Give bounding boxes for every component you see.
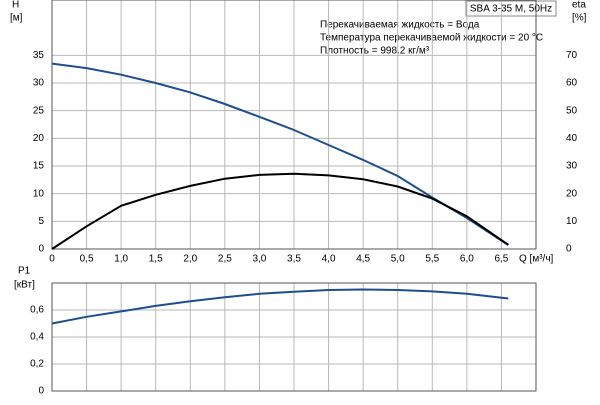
y2-tick-label: 10 (566, 216, 578, 227)
y2-tick-label: 50 (566, 105, 578, 116)
x-tick-label: 2,5 (218, 254, 232, 265)
y2-tick-label: 20 (566, 188, 578, 199)
y-unit: [м] (10, 13, 23, 24)
y-tick-label: 25 (33, 105, 45, 116)
y-label: H (12, 0, 19, 11)
x-tick-label: 0,5 (80, 254, 94, 265)
x-tick-label: 6,5 (494, 254, 508, 265)
y-label: P1 (18, 266, 31, 277)
y2-tick-label: 0 (566, 244, 572, 255)
y2-tick-label: 30 (566, 161, 578, 172)
y-tick-label: 0,6 (30, 305, 44, 316)
y-tick-label: 10 (33, 188, 45, 199)
y-tick-label: 35 (33, 50, 45, 61)
chart-title: SBA 3-35 M, 50Hz (470, 4, 552, 15)
annotation: Перекачиваемая жидкость = Вода (320, 20, 480, 31)
annotation: Плотность = 998.2 кг/м³ (320, 46, 430, 57)
x-tick-label: 1,0 (114, 254, 128, 265)
y-tick-label: 0 (38, 386, 44, 397)
y-tick-label: 0 (38, 244, 44, 255)
x-tick-label: 5,5 (425, 254, 439, 265)
y-unit: [кВт] (14, 280, 35, 291)
curve (51, 172, 509, 250)
plot-frame (51, 282, 537, 392)
y-tick-label: 30 (33, 78, 45, 89)
y-tick-label: 15 (33, 161, 45, 172)
x-tick-label: 2,0 (183, 254, 197, 265)
title-box (465, 0, 557, 17)
x-tick-label: 3,0 (252, 254, 266, 265)
y-tick-label: 5 (38, 216, 44, 227)
y-tick-label: 20 (33, 133, 45, 144)
x-label: Q [м³/ч] (519, 254, 554, 265)
y-tick-label: 0,4 (30, 332, 44, 343)
x-tick-label: 6,0 (460, 254, 474, 265)
y-tick-label: 0,2 (30, 359, 44, 370)
x-tick-label: 1,5 (149, 254, 163, 265)
y2-tick-label: 70 (566, 50, 578, 61)
x-tick-label: 5,0 (391, 254, 405, 265)
x-tick-label: 4,0 (322, 254, 336, 265)
annotation: Температура перекачиваемой жидкости = 20… (320, 33, 543, 44)
y2-unit: [%] (572, 13, 587, 24)
curve (51, 288, 509, 325)
curve (51, 62, 509, 246)
plot-frame (51, 0, 537, 250)
x-tick-label: 3,5 (287, 254, 301, 265)
y2-tick-label: 60 (566, 78, 578, 89)
y2-tick-label: 40 (566, 133, 578, 144)
x-tick-label: 0 (49, 254, 55, 265)
y2-label: eta (572, 0, 586, 11)
x-tick-label: 4,5 (356, 254, 370, 265)
